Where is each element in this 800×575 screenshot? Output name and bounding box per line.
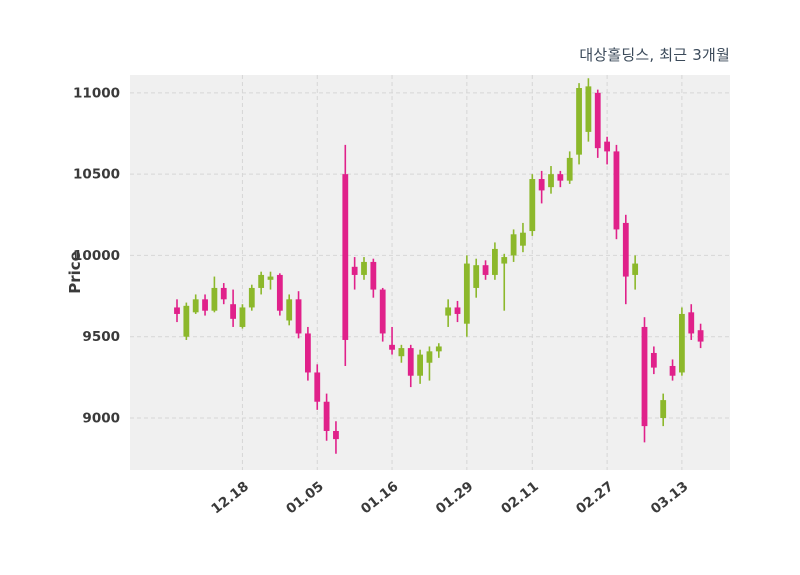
candle-body-up bbox=[248, 287, 255, 308]
candle-body-down bbox=[351, 266, 358, 275]
candle-body-up bbox=[426, 351, 433, 363]
candle-body-down bbox=[323, 401, 330, 431]
candle-body-up bbox=[585, 86, 592, 132]
candle-body-down bbox=[174, 307, 180, 314]
candles bbox=[174, 78, 704, 454]
candle-body-up bbox=[660, 400, 667, 418]
candle-body-down bbox=[276, 274, 283, 311]
candle-body-down bbox=[557, 174, 564, 181]
candle-body-down bbox=[538, 179, 545, 191]
candle-body-down bbox=[641, 326, 648, 427]
candle-body-down bbox=[407, 348, 414, 376]
candle-body-up bbox=[501, 257, 508, 264]
candle-body-down bbox=[379, 289, 386, 334]
candle-body-down bbox=[594, 92, 601, 149]
candle-body-down bbox=[314, 372, 321, 402]
candle-body-down bbox=[305, 333, 311, 373]
y-tick-label: 11000 bbox=[73, 85, 120, 101]
candle-body-up bbox=[267, 276, 274, 280]
candle-body-up bbox=[258, 274, 265, 288]
candle-body-down bbox=[613, 151, 620, 230]
y-axis-tick-labels: 9000 9500 10000 10500 11000 bbox=[73, 85, 120, 426]
candle-body-up bbox=[576, 88, 582, 155]
candle-body-up bbox=[492, 248, 498, 275]
candle-body-down bbox=[697, 330, 704, 342]
y-tick-label: 10500 bbox=[73, 167, 120, 183]
candle-body-up bbox=[445, 307, 452, 316]
y-tick-label: 9000 bbox=[82, 410, 120, 426]
candle-body-up bbox=[398, 348, 405, 357]
candle-body-down bbox=[220, 287, 227, 300]
candle-body-down bbox=[604, 141, 610, 152]
candle-body-up bbox=[211, 287, 218, 311]
candle-body-up bbox=[239, 307, 246, 327]
candle-body-up bbox=[679, 313, 685, 373]
candle-body-up bbox=[435, 346, 442, 352]
candle-body-down bbox=[482, 265, 489, 275]
candle-body-down bbox=[370, 261, 377, 290]
candle-body-down bbox=[454, 307, 461, 314]
candle-body-down bbox=[342, 174, 349, 340]
candle-body-down bbox=[295, 299, 302, 334]
candle-body-up bbox=[183, 305, 190, 337]
candle-body-up bbox=[417, 354, 423, 376]
candle-body-up bbox=[566, 157, 573, 181]
candle-body-down bbox=[333, 430, 339, 440]
plot-background bbox=[130, 75, 730, 470]
candle-body-down bbox=[202, 299, 208, 311]
candle-body-up bbox=[361, 261, 367, 275]
gridlines bbox=[130, 75, 730, 470]
candle-body-up bbox=[632, 263, 639, 275]
candle-body-up bbox=[192, 299, 199, 313]
y-tick-label: 9500 bbox=[82, 329, 120, 345]
candle-body-down bbox=[389, 344, 395, 350]
candle-body-up bbox=[286, 299, 293, 321]
candle-body-up bbox=[520, 232, 526, 246]
candle-body-up bbox=[510, 234, 517, 256]
candle-body-down bbox=[688, 312, 695, 334]
candle-body-down bbox=[230, 304, 236, 319]
candle-body-down bbox=[669, 365, 676, 376]
candle-body-up bbox=[473, 265, 480, 288]
candle-body-down bbox=[622, 222, 629, 277]
chart-title: 대상홀딩스, 최근 3개월 bbox=[579, 46, 730, 64]
y-tick-label: 10000 bbox=[73, 248, 120, 264]
y-axis-title: Price bbox=[66, 251, 84, 294]
candle-body-down bbox=[650, 352, 657, 368]
candle-body-up bbox=[548, 174, 554, 188]
candle-body-up bbox=[463, 263, 470, 324]
candle-body-up bbox=[529, 179, 536, 232]
